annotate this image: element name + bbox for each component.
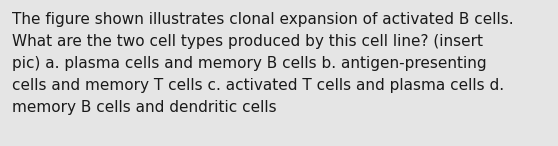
Text: pic) a. plasma cells and memory B cells b. antigen-presenting: pic) a. plasma cells and memory B cells … — [12, 56, 487, 71]
Text: memory B cells and dendritic cells: memory B cells and dendritic cells — [12, 100, 277, 115]
Text: The figure shown illustrates clonal expansion of activated B cells.: The figure shown illustrates clonal expa… — [12, 12, 513, 27]
Text: cells and memory T cells c. activated T cells and plasma cells d.: cells and memory T cells c. activated T … — [12, 78, 504, 93]
Text: What are the two cell types produced by this cell line? (insert: What are the two cell types produced by … — [12, 34, 483, 49]
